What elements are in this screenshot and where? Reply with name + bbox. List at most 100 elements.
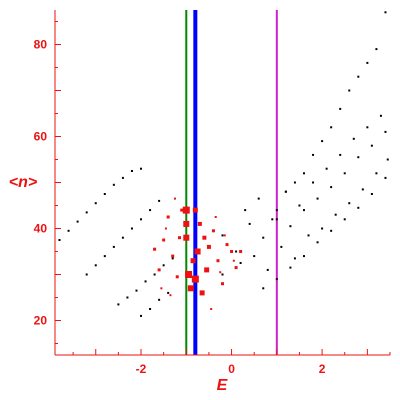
- black-point: [375, 48, 378, 51]
- black-point: [293, 257, 296, 260]
- black-point: [302, 209, 305, 212]
- black-point: [312, 181, 315, 184]
- red-point: [175, 275, 179, 279]
- red-point: [194, 248, 201, 255]
- black-point: [298, 204, 301, 207]
- red-points: [153, 197, 243, 310]
- black-point: [348, 202, 351, 205]
- black-point: [253, 255, 256, 258]
- black-point: [357, 75, 360, 78]
- black-point: [121, 176, 124, 179]
- black-point: [130, 170, 133, 172]
- red-point: [182, 206, 190, 214]
- black-point: [275, 209, 278, 212]
- red-point: [190, 258, 196, 264]
- black-point: [244, 209, 247, 212]
- red-point: [169, 294, 172, 297]
- black-point: [85, 211, 88, 214]
- x-tick-label: -2: [136, 362, 147, 376]
- black-point: [162, 264, 165, 267]
- black-point: [153, 273, 156, 276]
- x-tick-label: 2: [319, 362, 326, 376]
- red-point: [185, 271, 193, 278]
- black-points: [58, 11, 389, 317]
- red-point: [187, 285, 194, 292]
- black-point: [221, 234, 224, 237]
- black-point: [130, 227, 133, 230]
- black-point: [302, 255, 305, 258]
- red-point: [234, 266, 238, 270]
- black-point: [271, 218, 274, 221]
- red-point: [177, 236, 181, 240]
- red-point: [239, 250, 243, 253]
- black-point: [334, 213, 337, 216]
- black-point: [330, 186, 333, 189]
- red-point: [199, 290, 205, 296]
- black-point: [307, 234, 310, 237]
- black-point: [266, 268, 269, 271]
- black-point: [126, 296, 129, 299]
- black-point: [366, 126, 369, 129]
- black-point: [312, 153, 315, 156]
- black-point: [293, 181, 296, 184]
- red-point: [183, 234, 190, 241]
- black-point: [239, 262, 242, 264]
- red-point: [164, 227, 167, 230]
- y-axis-title: <n>: [9, 174, 37, 191]
- black-point: [284, 190, 287, 193]
- red-point: [216, 259, 220, 263]
- black-point: [275, 278, 278, 281]
- black-point: [149, 308, 152, 310]
- axes: -2 0 2 20 40 60 80: [34, 10, 391, 376]
- red-point: [191, 275, 199, 283]
- red-point: [206, 244, 211, 249]
- black-point: [375, 172, 378, 175]
- red-point: [173, 197, 176, 200]
- black-point: [257, 197, 260, 200]
- black-point: [103, 193, 106, 195]
- black-point: [357, 156, 360, 159]
- red-point: [225, 243, 229, 247]
- red-point: [232, 259, 235, 262]
- red-point: [223, 234, 226, 237]
- red-point: [171, 254, 175, 258]
- black-point: [112, 183, 115, 186]
- black-point: [384, 176, 387, 179]
- black-point: [379, 114, 382, 117]
- red-point: [162, 238, 166, 242]
- red-point: [219, 271, 222, 274]
- y-tick-label: 20: [34, 314, 48, 328]
- black-point: [361, 188, 364, 191]
- black-point: [289, 225, 292, 228]
- x-tick-label: 0: [228, 362, 235, 376]
- red-point: [211, 229, 215, 233]
- red-point: [192, 207, 198, 213]
- black-point: [262, 236, 265, 239]
- red-point: [214, 216, 217, 218]
- y-tick-label: 40: [34, 222, 48, 236]
- black-point: [149, 209, 152, 212]
- black-point: [67, 229, 70, 232]
- red-point: [157, 268, 161, 272]
- red-point: [197, 221, 202, 226]
- black-point: [348, 89, 351, 92]
- black-point: [103, 255, 106, 258]
- black-point: [117, 303, 120, 306]
- black-point: [158, 298, 161, 301]
- black-point: [386, 158, 389, 161]
- black-point: [135, 289, 138, 292]
- black-point: [248, 222, 251, 225]
- black-point: [357, 206, 360, 209]
- x-axis-title: E: [217, 377, 229, 394]
- black-point: [330, 126, 333, 129]
- black-point: [352, 137, 355, 140]
- black-point: [121, 236, 124, 239]
- black-point: [262, 287, 265, 290]
- black-point: [321, 140, 324, 143]
- red-point: [160, 287, 163, 290]
- black-point: [85, 273, 88, 276]
- black-point: [330, 229, 333, 232]
- black-point: [167, 291, 170, 294]
- black-point: [94, 202, 97, 205]
- black-point: [325, 167, 328, 170]
